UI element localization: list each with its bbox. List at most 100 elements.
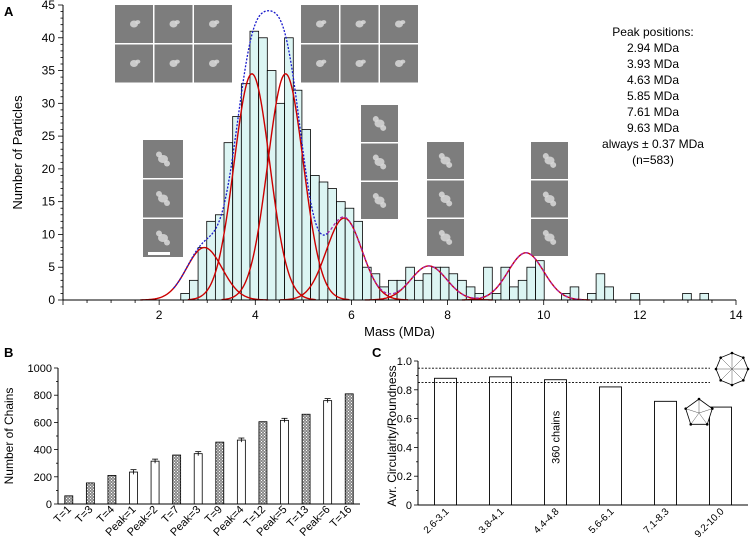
micrograph-tile bbox=[143, 140, 183, 178]
micrograph-tile bbox=[301, 5, 339, 43]
gaussian-fit-curve bbox=[140, 246, 269, 301]
micrograph-tile bbox=[154, 44, 193, 83]
y-tick-label: 800 bbox=[34, 390, 52, 402]
y-tick-label: 5 bbox=[48, 260, 55, 274]
bar-annotation: 360 chains bbox=[551, 410, 563, 464]
histogram-bar bbox=[266, 70, 277, 301]
chain-bar bbox=[236, 439, 246, 505]
chain-bar bbox=[129, 471, 138, 505]
y-tick-label: 25 bbox=[42, 129, 56, 143]
histogram-bar bbox=[258, 37, 268, 301]
chain-bar bbox=[150, 460, 160, 505]
gaussian-fit-curve bbox=[280, 217, 409, 301]
y-tick-label: 15 bbox=[42, 195, 56, 209]
category-label: 4.4-4.8 bbox=[532, 506, 562, 536]
histogram-bar bbox=[310, 175, 320, 301]
micrograph-tile bbox=[427, 180, 464, 218]
circularity-bar bbox=[434, 377, 457, 506]
micrograph-tile bbox=[143, 219, 183, 257]
histogram-bar bbox=[336, 201, 346, 301]
histogram-bar bbox=[439, 266, 450, 301]
y-tick-label: 0.8 bbox=[397, 385, 412, 397]
y-axis-label-b: Number of Chains bbox=[2, 388, 16, 485]
histogram-bar bbox=[595, 273, 606, 301]
pentagon-icon bbox=[684, 397, 714, 426]
panel-b-label: B bbox=[4, 345, 13, 360]
chain-bar bbox=[85, 482, 95, 505]
micrograph-tile bbox=[194, 5, 232, 43]
annotation-line: 2.94 MDa bbox=[627, 41, 679, 55]
category-label: 9.2-10.0 bbox=[693, 506, 727, 540]
histogram-bar bbox=[431, 266, 441, 301]
micrograph-tile bbox=[427, 142, 464, 179]
x-tick-label: 8 bbox=[444, 308, 451, 322]
circularity-bar bbox=[709, 406, 732, 506]
micrograph-tile bbox=[301, 44, 339, 83]
circularity-bar bbox=[489, 376, 512, 506]
histogram-bar bbox=[240, 83, 251, 301]
micrograph-tile bbox=[361, 182, 398, 219]
micrograph-tile bbox=[340, 44, 379, 83]
chain-bar bbox=[344, 393, 354, 505]
annotation-line: Peak positions: bbox=[612, 25, 693, 39]
y-tick-label: 0.6 bbox=[397, 414, 412, 426]
y-tick-label: 200 bbox=[34, 472, 52, 484]
annotation-line: 7.61 MDa bbox=[627, 105, 679, 119]
chain-bar bbox=[107, 475, 117, 505]
chain-bar bbox=[301, 413, 311, 505]
histogram-bar bbox=[587, 293, 597, 301]
category-label: 5.6-6.1 bbox=[587, 506, 617, 536]
histogram-bar bbox=[318, 181, 329, 301]
histogram-bar bbox=[526, 266, 536, 301]
x-tick-label: 12 bbox=[633, 308, 647, 322]
histogram-bar bbox=[630, 293, 640, 301]
micrograph-tile bbox=[194, 44, 232, 83]
micrograph-tile bbox=[115, 44, 153, 83]
y-tick-label: 0 bbox=[46, 499, 52, 511]
histogram-bar bbox=[491, 293, 502, 301]
y-tick-label: 30 bbox=[42, 96, 56, 110]
x-tick-label: 14 bbox=[729, 308, 743, 322]
y-axis-label-c: Avr. Circularity/Roundness bbox=[385, 365, 399, 506]
chain-bar bbox=[280, 419, 289, 505]
histogram-bar bbox=[682, 293, 692, 301]
x-tick-label: 2 bbox=[156, 308, 163, 322]
micrograph-tile bbox=[531, 180, 568, 218]
annotation-line: 4.63 MDa bbox=[627, 73, 679, 87]
circularity-bar-chart: 2.6-3.1 3.8-4.1 4.4-4.8 5.6-6.1 7.1-8.3 9.2-1… bbox=[385, 351, 750, 540]
y-tick-label: 10 bbox=[42, 227, 56, 241]
micrograph-tile bbox=[380, 44, 418, 83]
annotation-line: always ± 0.37 MDa bbox=[602, 137, 704, 151]
peak-positions-annotation: Peak positions: 2.94 MDa 3.93 MDa 4.63 MDa 5… bbox=[602, 25, 704, 167]
y-tick-label: 40 bbox=[42, 31, 56, 45]
histogram-bar bbox=[509, 286, 519, 301]
panel-c-label: C bbox=[372, 345, 382, 360]
micrograph-tile bbox=[531, 142, 568, 179]
chain-bar bbox=[172, 454, 182, 505]
x-tick-label: 10 bbox=[537, 308, 551, 322]
category-label: T=16 bbox=[328, 504, 354, 530]
circularity-bar bbox=[599, 386, 622, 506]
annotation-line: 3.93 MDa bbox=[627, 57, 679, 71]
histogram-bar bbox=[189, 279, 199, 301]
micrograph-tile bbox=[340, 5, 379, 43]
polygon-shape-icons bbox=[684, 351, 750, 426]
micrograph-insets bbox=[115, 5, 568, 257]
micrograph-tile bbox=[380, 5, 418, 43]
chain-bar bbox=[323, 400, 333, 505]
histogram-bar bbox=[414, 279, 424, 301]
y-tick-label: 35 bbox=[42, 64, 56, 78]
histogram-bar bbox=[517, 279, 528, 301]
micrograph-tile bbox=[361, 105, 398, 142]
histogram-bar bbox=[457, 279, 467, 301]
gaussian-sum-curve bbox=[326, 216, 583, 301]
category-label: 2.6-3.1 bbox=[422, 506, 452, 536]
gaussian-sum-curve bbox=[173, 10, 328, 289]
annotation-line: 9.63 MDa bbox=[627, 121, 679, 135]
y-tick-label: 0 bbox=[406, 500, 412, 512]
y-tick-label: 1.0 bbox=[397, 356, 412, 368]
y-tick-label: 45 bbox=[42, 0, 56, 12]
